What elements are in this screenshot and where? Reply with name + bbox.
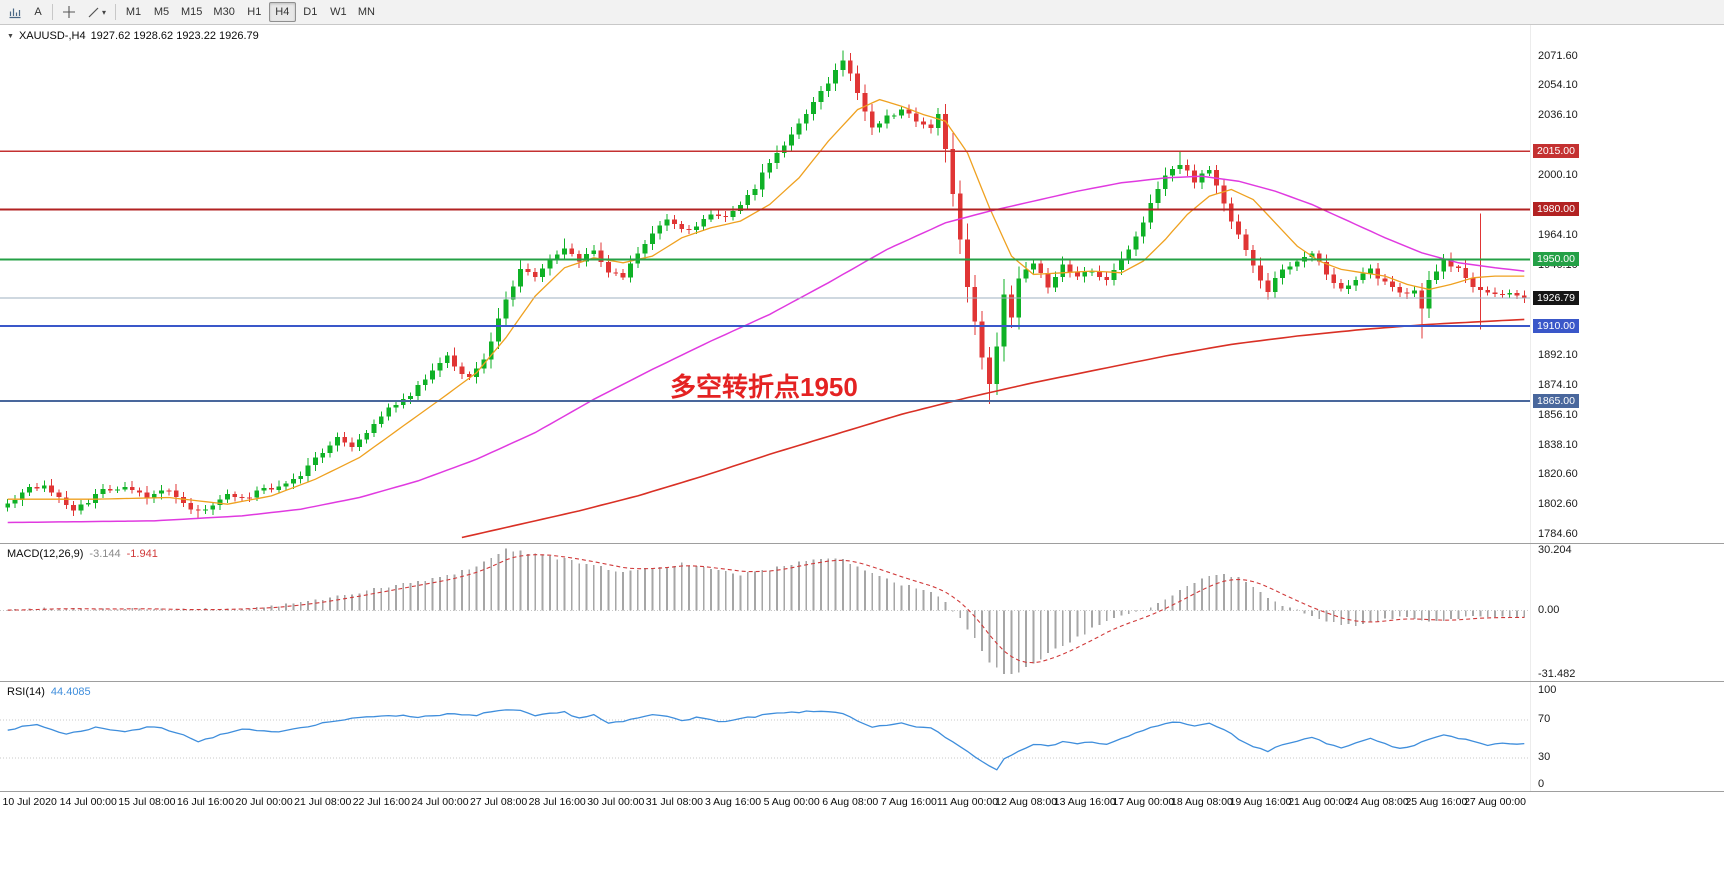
macd-main-value: -3.144 bbox=[89, 548, 121, 560]
time-axis-label: 12 Aug 08:00 bbox=[995, 796, 1058, 808]
chevron-down-icon: ▾ bbox=[102, 7, 107, 17]
crosshair-button[interactable] bbox=[57, 2, 81, 22]
macd-panel: MACD(12,26,9) -3.144 -1.941 30.204 0.00 -3… bbox=[0, 543, 1724, 681]
timeframe-button-d1[interactable]: D1 bbox=[297, 2, 324, 22]
time-axis-label: 5 Aug 00:00 bbox=[763, 796, 820, 808]
symbol-text: XAUUSD-,H4 bbox=[18, 30, 86, 42]
timeframe-toolbar: M1 M5 M15 M30 H1 H4 D1 W1 MN bbox=[120, 2, 380, 22]
time-axis-label: 19 Aug 16:00 bbox=[1229, 796, 1292, 808]
main-chart-canvas[interactable] bbox=[0, 25, 1530, 543]
timeframe-button-h1[interactable]: H1 bbox=[241, 2, 268, 22]
time-axis-label: 30 Jul 00:00 bbox=[587, 796, 645, 808]
price-tick: 2000.10 bbox=[1538, 169, 1578, 182]
time-axis-label: 28 Jul 16:00 bbox=[528, 796, 586, 808]
price-axis[interactable]: 2071.602054.102036.102000.101964.101946.… bbox=[1530, 25, 1724, 543]
collapse-icon[interactable]: ▼ bbox=[7, 32, 14, 40]
time-axis-label: 10 Jul 2020 bbox=[2, 796, 57, 808]
price-tick: 2036.10 bbox=[1538, 109, 1578, 122]
macd-label: MACD(12,26,9) -3.144 -1.941 bbox=[7, 548, 158, 560]
ma-mid-line bbox=[7, 175, 1525, 524]
price-tick: 1874.10 bbox=[1538, 378, 1578, 391]
time-axis-label: 7 Aug 16:00 bbox=[880, 796, 937, 808]
charts-toolbar-button[interactable] bbox=[3, 2, 27, 22]
level-price-badge: 1980.00 bbox=[1533, 202, 1579, 217]
price-tick: 1892.10 bbox=[1538, 348, 1578, 361]
macd-axis-tick: -31.482 bbox=[1538, 668, 1576, 680]
time-axis-label: 27 Aug 00:00 bbox=[1464, 796, 1526, 808]
rsi-axis-tick: 30 bbox=[1538, 751, 1551, 764]
timeframe-button-w1[interactable]: W1 bbox=[325, 2, 352, 22]
line-tools-button[interactable]: ▾ bbox=[82, 2, 111, 22]
time-axis-label: 16 Jul 16:00 bbox=[176, 796, 235, 808]
ma-slow-line bbox=[461, 318, 1525, 539]
timeframe-button-m5[interactable]: M5 bbox=[148, 2, 175, 22]
time-axis-label: 6 Aug 08:00 bbox=[822, 796, 879, 808]
time-axis-label: 20 Jul 00:00 bbox=[235, 796, 293, 808]
rsi-label: RSI(14) 44.4085 bbox=[7, 686, 91, 698]
level-price-badge: 2015.00 bbox=[1533, 144, 1579, 159]
macd-axis[interactable]: 30.204 0.00 -31.482 bbox=[1530, 544, 1724, 681]
timeframe-button-m1[interactable]: M1 bbox=[120, 2, 147, 22]
bar-chart-icon bbox=[9, 8, 21, 19]
time-axis-label: 25 Aug 16:00 bbox=[1405, 796, 1468, 808]
time-axis-label: 24 Jul 00:00 bbox=[411, 796, 469, 808]
price-tick: 1784.60 bbox=[1538, 527, 1578, 540]
time-axis-label: 13 Aug 16:00 bbox=[1053, 796, 1116, 808]
macd-canvas[interactable] bbox=[0, 544, 1530, 682]
time-axis-label: 31 Jul 08:00 bbox=[645, 796, 704, 808]
price-tick: 2054.10 bbox=[1538, 79, 1578, 92]
rsi-axis[interactable]: 100 70 30 0 bbox=[1530, 682, 1724, 791]
timeframe-button-h4[interactable]: H4 bbox=[268, 2, 296, 22]
price-tick: 2071.60 bbox=[1538, 49, 1578, 62]
rsi-value: 44.4085 bbox=[50, 686, 91, 698]
top-toolbar: A ▾ M1 M5 M15 M30 H1 H4 D1 W1 MN bbox=[0, 0, 1724, 25]
level-price-badge: 1865.00 bbox=[1533, 393, 1579, 408]
price-tick: 1964.10 bbox=[1538, 228, 1578, 241]
crosshair-icon bbox=[63, 6, 75, 18]
timeframe-button-m30[interactable]: M30 bbox=[208, 2, 239, 22]
rsi-canvas[interactable] bbox=[0, 682, 1530, 792]
time-axis-label: 24 Aug 08:00 bbox=[1346, 796, 1409, 808]
rsi-axis-tick: 70 bbox=[1538, 712, 1551, 725]
time-axis[interactable]: 10 Jul 2020 14 Jul 00:00 15 Jul 08:00 16 Ju… bbox=[0, 791, 1724, 815]
level-price-badge: 1950.00 bbox=[1533, 252, 1579, 267]
rsi-axis-tick: 0 bbox=[1538, 778, 1545, 790]
macd-axis-tick: 0.00 bbox=[1538, 603, 1560, 616]
price-tick: 1802.60 bbox=[1538, 497, 1578, 510]
toolbar-separator bbox=[52, 4, 53, 20]
rsi-axis-tick: 100 bbox=[1538, 684, 1557, 696]
rsi-panel: RSI(14) 44.4085 100 70 30 0 bbox=[0, 681, 1724, 791]
price-tick: 1838.10 bbox=[1538, 438, 1578, 451]
time-axis-label: 18 Aug 08:00 bbox=[1170, 796, 1233, 808]
ohlc-readout: 1927.62 1928.62 1923.22 1926.79 bbox=[90, 30, 259, 42]
timeframe-button-mn[interactable]: MN bbox=[353, 2, 380, 22]
time-axis-label: 14 Jul 00:00 bbox=[59, 796, 117, 808]
toolbar-separator bbox=[115, 4, 117, 20]
macd-name: MACD(12,26,9) bbox=[7, 548, 84, 560]
level-price-badge: 1910.00 bbox=[1533, 319, 1579, 334]
price-tick: 1856.10 bbox=[1538, 408, 1578, 421]
main-chart-panel: ▼ XAUUSD-,H4 1927.62 1928.62 1923.22 192… bbox=[0, 25, 1724, 543]
time-axis-label: 22 Jul 16:00 bbox=[352, 796, 410, 808]
time-axis-label: 17 Aug 00:00 bbox=[1112, 796, 1175, 808]
macd-signal-value: -1.941 bbox=[126, 548, 158, 560]
time-axis-label: 21 Aug 00:00 bbox=[1288, 796, 1351, 808]
time-axis-label: 11 Aug 00:00 bbox=[936, 796, 999, 808]
time-axis-label: 15 Jul 08:00 bbox=[118, 796, 176, 808]
text-tool-icon: A bbox=[34, 6, 42, 18]
price-tick: 1820.60 bbox=[1538, 467, 1578, 480]
timeframe-button-m15[interactable]: M15 bbox=[176, 2, 207, 22]
current-price-badge: 1926.79 bbox=[1533, 291, 1579, 306]
chart-annotation[interactable]: 多空转折点1950 bbox=[670, 372, 858, 402]
time-axis-label: 27 Jul 08:00 bbox=[469, 796, 528, 808]
macd-axis-tick: 30.204 bbox=[1538, 544, 1572, 556]
time-axis-label: 21 Jul 08:00 bbox=[294, 796, 352, 808]
ma-fast-line bbox=[7, 98, 1525, 505]
rsi-name: RSI(14) bbox=[7, 686, 45, 698]
trendline-icon bbox=[88, 7, 99, 17]
chart-symbol-label: ▼ XAUUSD-,H4 1927.62 1928.62 1923.22 192… bbox=[7, 30, 259, 42]
text-cursor-button[interactable]: A bbox=[28, 2, 48, 22]
time-axis-label: 3 Aug 16:00 bbox=[704, 796, 762, 808]
